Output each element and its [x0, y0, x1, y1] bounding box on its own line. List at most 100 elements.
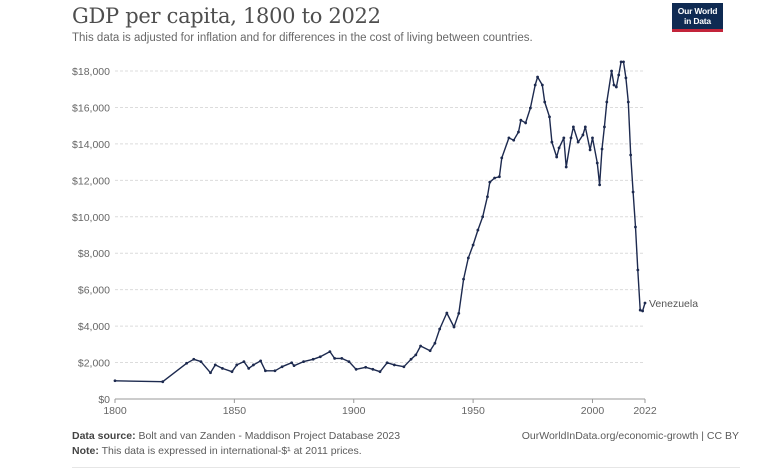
- data-point[interactable]: [548, 115, 551, 119]
- data-point[interactable]: [247, 366, 251, 370]
- data-point[interactable]: [576, 140, 580, 144]
- data-point[interactable]: [631, 190, 635, 194]
- data-point[interactable]: [457, 311, 461, 315]
- data-point[interactable]: [347, 360, 351, 364]
- owid-logo[interactable]: Our World in Data: [672, 3, 723, 32]
- data-point[interactable]: [598, 183, 602, 187]
- data-point[interactable]: [292, 364, 296, 368]
- data-point[interactable]: [571, 125, 575, 129]
- data-point[interactable]: [619, 60, 623, 64]
- data-point[interactable]: [221, 366, 224, 370]
- data-point[interactable]: [486, 195, 489, 199]
- data-point[interactable]: [512, 138, 516, 142]
- data-point[interactable]: [290, 361, 294, 365]
- data-point[interactable]: [273, 369, 277, 373]
- data-point[interactable]: [636, 268, 640, 272]
- data-point[interactable]: [643, 301, 647, 305]
- data-point[interactable]: [564, 165, 568, 169]
- data-point[interactable]: [409, 357, 413, 361]
- data-point[interactable]: [555, 155, 559, 159]
- data-point[interactable]: [617, 73, 621, 77]
- data-point[interactable]: [161, 380, 165, 384]
- data-point[interactable]: [259, 359, 263, 363]
- data-point[interactable]: [428, 349, 432, 353]
- data-point[interactable]: [235, 363, 239, 367]
- data-point[interactable]: [385, 361, 389, 365]
- data-point[interactable]: [517, 130, 520, 134]
- data-point[interactable]: [497, 175, 501, 179]
- data-point[interactable]: [433, 341, 437, 345]
- data-point[interactable]: [328, 350, 332, 354]
- data-point[interactable]: [302, 360, 306, 364]
- data-point[interactable]: [533, 83, 537, 87]
- data-point[interactable]: [641, 309, 645, 313]
- data-point[interactable]: [603, 125, 606, 129]
- data-point[interactable]: [562, 136, 566, 140]
- data-point[interactable]: [557, 146, 561, 150]
- data-point[interactable]: [624, 76, 628, 80]
- data-point[interactable]: [622, 60, 625, 64]
- data-point[interactable]: [414, 353, 418, 357]
- data-point[interactable]: [242, 360, 246, 364]
- data-point[interactable]: [600, 147, 604, 151]
- data-point[interactable]: [471, 243, 475, 247]
- data-point[interactable]: [392, 363, 396, 367]
- data-point[interactable]: [626, 100, 630, 104]
- data-point[interactable]: [488, 180, 492, 184]
- data-point[interactable]: [605, 100, 609, 104]
- data-point[interactable]: [540, 83, 544, 87]
- data-point[interactable]: [452, 325, 456, 329]
- series-label[interactable]: Venezuela: [649, 298, 698, 310]
- data-point[interactable]: [213, 363, 217, 367]
- data-point[interactable]: [371, 367, 375, 371]
- data-point[interactable]: [595, 161, 599, 165]
- data-point[interactable]: [629, 153, 633, 157]
- data-point[interactable]: [614, 85, 618, 89]
- data-source-text[interactable]: Bolt and van Zanden - Maddison Project D…: [138, 430, 401, 442]
- data-point[interactable]: [438, 327, 442, 331]
- data-point[interactable]: [185, 361, 189, 365]
- data-point[interactable]: [354, 367, 358, 371]
- data-point[interactable]: [524, 121, 528, 125]
- data-point[interactable]: [402, 365, 406, 369]
- credit-link[interactable]: OurWorldInData.org/economic-growth | CC …: [521, 430, 739, 442]
- data-point[interactable]: [634, 225, 637, 229]
- data-point[interactable]: [519, 118, 523, 122]
- data-point[interactable]: [445, 311, 449, 315]
- data-point[interactable]: [192, 357, 196, 361]
- data-point[interactable]: [318, 355, 322, 359]
- data-point[interactable]: [481, 215, 485, 219]
- data-point[interactable]: [638, 308, 642, 312]
- data-point[interactable]: [610, 69, 613, 73]
- data-point[interactable]: [264, 369, 267, 373]
- data-point[interactable]: [550, 140, 554, 144]
- data-point[interactable]: [378, 370, 382, 374]
- data-point[interactable]: [364, 365, 368, 369]
- data-point[interactable]: [209, 371, 212, 375]
- data-point[interactable]: [500, 156, 504, 160]
- data-point[interactable]: [543, 100, 547, 104]
- data-point[interactable]: [591, 136, 594, 140]
- data-point[interactable]: [507, 136, 511, 140]
- data-point[interactable]: [466, 256, 470, 260]
- data-point[interactable]: [199, 360, 203, 364]
- data-point[interactable]: [493, 176, 496, 180]
- data-point[interactable]: [581, 133, 585, 137]
- data-point[interactable]: [230, 370, 234, 374]
- data-point[interactable]: [419, 344, 422, 348]
- data-point[interactable]: [612, 83, 616, 87]
- data-point[interactable]: [476, 228, 480, 232]
- data-point[interactable]: [311, 357, 315, 361]
- series-line-venezuela[interactable]: [114, 61, 646, 383]
- data-point[interactable]: [113, 379, 117, 383]
- data-point[interactable]: [340, 356, 344, 360]
- data-point[interactable]: [536, 75, 539, 79]
- data-point[interactable]: [333, 356, 337, 360]
- data-point[interactable]: [569, 136, 573, 140]
- data-point[interactable]: [529, 106, 532, 110]
- data-point[interactable]: [462, 277, 465, 281]
- data-point[interactable]: [588, 148, 592, 152]
- data-point[interactable]: [252, 363, 255, 367]
- data-point[interactable]: [280, 365, 284, 369]
- data-point[interactable]: [583, 125, 587, 129]
